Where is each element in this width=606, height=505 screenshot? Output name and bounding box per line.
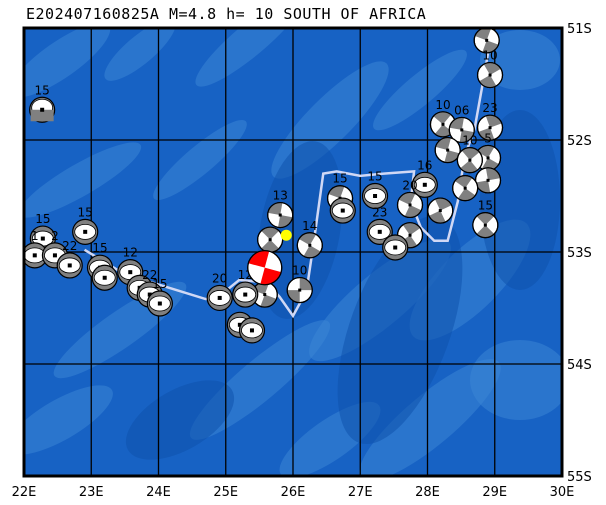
latitude-labels: 51S 52S 53S 54S 55S: [567, 22, 592, 485]
depth-label: 13: [273, 189, 288, 203]
depth-label: 14: [302, 219, 317, 233]
longitude-label: 28E: [415, 485, 440, 500]
focal-mechanism[interactable]: [427, 197, 454, 224]
longitude-labels: 22E 23E 24E 25E 26E 27E 28E 29E 30E: [12, 485, 575, 500]
focal-mechanism[interactable]: 20: [396, 178, 424, 219]
map-frame: [22, 26, 564, 478]
depth-label: 15: [152, 277, 167, 291]
longitude-label: 24E: [146, 485, 171, 500]
focal-mechanism[interactable]: [382, 234, 409, 261]
depth-label: 10: [462, 134, 477, 148]
depth-label: 10: [292, 264, 307, 278]
focal-mechanism[interactable]: [91, 264, 118, 291]
latitude-label: 52S: [567, 134, 592, 149]
focal-mechanism[interactable]: 06: [448, 103, 475, 144]
latitude-label: 53S: [567, 246, 592, 261]
latitude-label: 51S: [567, 22, 592, 37]
bathymetry-patch: [104, 28, 176, 81]
depth-label: 15: [35, 83, 50, 97]
focal-mechanism[interactable]: 15: [472, 199, 499, 239]
focal-mechanism[interactable]: [251, 281, 278, 308]
depth-label: 15: [367, 170, 382, 184]
depth-label: 15: [478, 199, 493, 213]
bathymetry-patch: [337, 215, 463, 445]
depth-label: 10: [435, 98, 450, 112]
focal-mechanism[interactable]: 15: [146, 277, 173, 317]
focal-mechanism[interactable]: [434, 136, 461, 164]
depth-label: 2: [51, 229, 59, 243]
focal-mechanism[interactable]: 12: [473, 14, 500, 54]
map-title: E202407160825A M=4.8 h= 10 SOUTH OF AFRI…: [26, 5, 427, 23]
depth-label: 5: [484, 131, 492, 145]
depth-label: 23: [482, 101, 497, 115]
depth-label: 16: [417, 158, 432, 172]
longitude-label: 29E: [482, 485, 507, 500]
depth-label: 15: [92, 241, 107, 255]
focal-mechanism[interactable]: 22: [136, 268, 163, 308]
focal-mechanism[interactable]: 23: [476, 101, 504, 141]
depth-label: 23: [372, 205, 387, 219]
focal-mechanism[interactable]: 10: [286, 264, 313, 304]
focal-mechanism[interactable]: 13: [267, 189, 294, 229]
depth-label: 15: [35, 212, 50, 226]
focal-mechanism[interactable]: 15: [72, 205, 99, 245]
bathymetry-patch: [125, 380, 235, 460]
depth-label: 12: [123, 246, 138, 260]
bathymetry-patch: [24, 28, 111, 98]
longitude-label: 26E: [281, 485, 306, 500]
focal-mechanism[interactable]: [257, 226, 284, 253]
focal-mechanism[interactable]: 20: [206, 271, 233, 312]
focal-mechanism[interactable]: 15: [29, 83, 56, 123]
focal-mechanism[interactable]: 10: [456, 134, 483, 174]
longitude-label: 25E: [213, 485, 238, 500]
depth-label: 15: [332, 172, 347, 186]
depth-label: 15: [78, 205, 93, 219]
depth-label: 12: [479, 14, 494, 28]
bathymetry-patch: [24, 142, 142, 218]
longitude-label: 27E: [348, 485, 373, 500]
bathymetry-patch: [470, 340, 562, 420]
focal-mechanism[interactable]: [474, 167, 502, 194]
depth-label: 1: [31, 229, 39, 243]
graticule: [24, 28, 562, 476]
focal-mechanism[interactable]: 23: [366, 205, 393, 245]
depth-label: 20: [402, 178, 417, 192]
focal-mechanism[interactable]: [238, 317, 266, 344]
depth-label: 10: [482, 49, 497, 63]
longitude-label: 30E: [550, 485, 575, 500]
epicenter-marker: [280, 229, 292, 241]
depth-label: 22: [62, 239, 77, 253]
latitude-label: 55S: [567, 470, 592, 485]
depth-label: 20: [212, 271, 227, 285]
bathymetry-patch: [24, 385, 113, 455]
focal-mechanism[interactable]: [452, 175, 479, 202]
bathymetry-patch: [373, 49, 467, 131]
focal-mechanism[interactable]: [329, 197, 356, 224]
longitude-label: 22E: [12, 485, 37, 500]
focal-mechanism[interactable]: 1: [22, 229, 48, 269]
depth-label: 22: [142, 268, 157, 282]
focal-mechanism[interactable]: 10: [476, 49, 504, 89]
focal-mechanism[interactable]: 16: [411, 158, 438, 198]
focal-mechanism[interactable]: 22: [56, 239, 83, 279]
latitude-label: 54S: [567, 358, 592, 373]
bathymetry-patch: [359, 359, 501, 476]
focal-mechanism[interactable]: 15: [361, 170, 389, 210]
depth-label: 06: [454, 103, 469, 117]
focal-mechanism[interactable]: 14: [296, 219, 323, 259]
longitude-label: 23E: [79, 485, 104, 500]
bathymetry-patch: [195, 28, 305, 87]
main-event-mechanism[interactable]: [247, 250, 283, 286]
